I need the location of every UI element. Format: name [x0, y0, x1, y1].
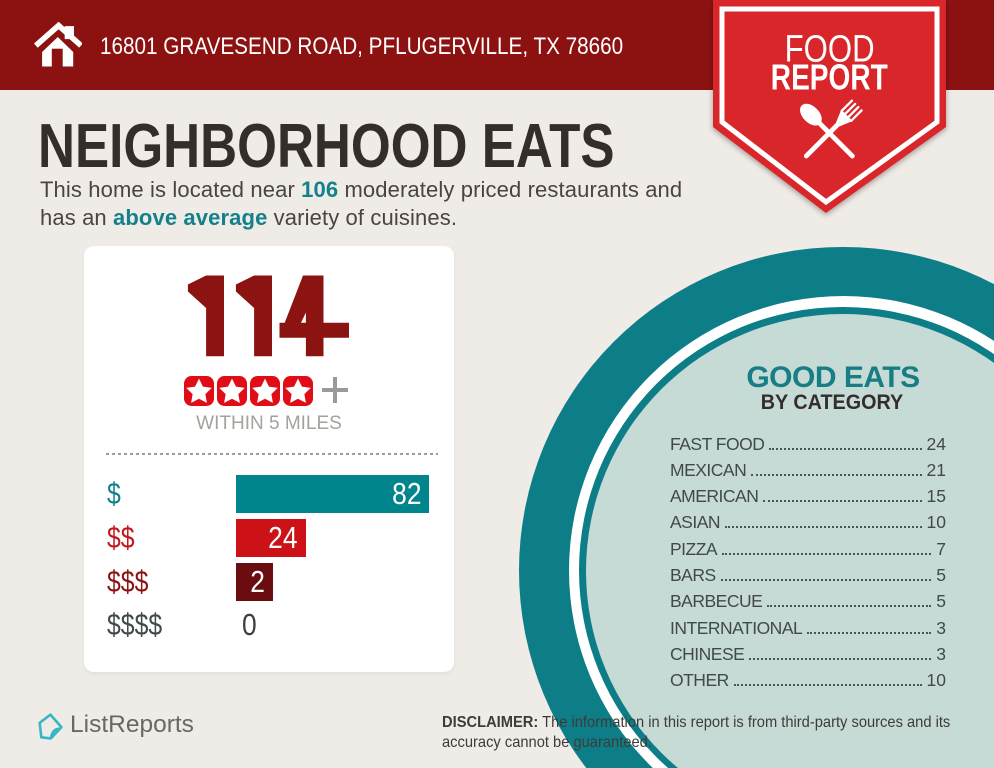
svg-text:REPORT: REPORT	[771, 56, 888, 97]
svg-text:FOOD: FOOD	[785, 29, 875, 71]
